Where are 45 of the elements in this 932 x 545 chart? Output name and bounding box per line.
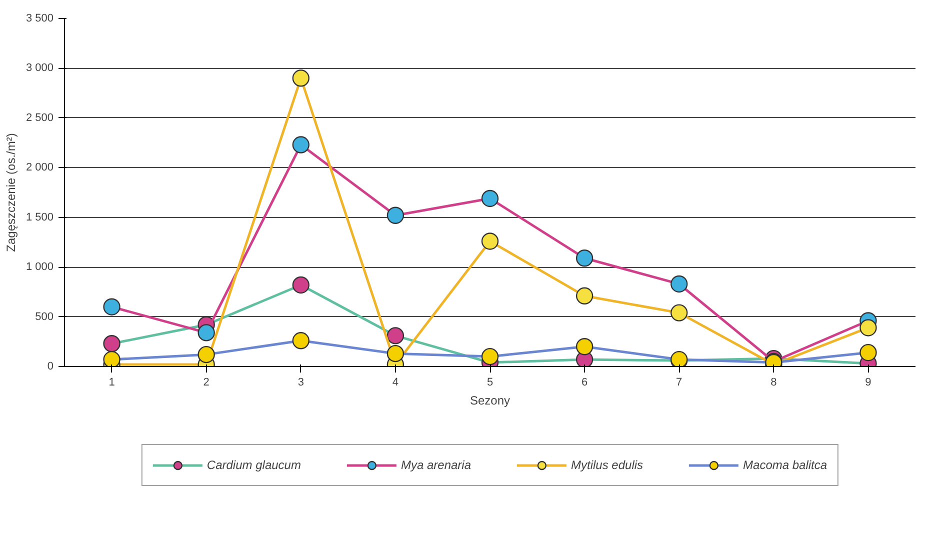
x-tick-label: 8 <box>770 376 777 388</box>
point <box>481 190 499 208</box>
y-tick-label: 1 000 <box>26 261 54 274</box>
y-axis-title: Zagęszczenie (os./m²) <box>4 133 18 252</box>
y-tick-label: 3 500 <box>26 12 54 24</box>
point <box>576 338 594 356</box>
x-tick-label: 2 <box>203 376 210 388</box>
legend-label: Cardium glaucum <box>206 458 301 472</box>
point <box>386 206 404 224</box>
point <box>481 348 499 366</box>
point <box>576 287 594 304</box>
point <box>670 304 688 322</box>
point <box>103 298 120 316</box>
y-tick-label: 0 <box>47 360 54 372</box>
legend-label: Macoma balitca <box>743 458 828 472</box>
y-tick-label: 3 000 <box>26 62 54 74</box>
point <box>481 232 499 250</box>
x-axis-title: Sezony <box>470 394 510 408</box>
point <box>576 250 594 267</box>
legend-label: Mytilus edulis <box>571 458 644 472</box>
x-tick-label: 4 <box>392 376 399 388</box>
point <box>670 275 688 293</box>
point <box>292 70 310 87</box>
x-tick-label: 7 <box>676 376 682 388</box>
point <box>292 276 310 294</box>
x-tick-label: 1 <box>108 376 115 388</box>
point <box>292 136 310 154</box>
point <box>103 350 120 366</box>
point <box>860 344 877 362</box>
y-tick-label: 500 <box>35 310 54 323</box>
x-tick-label: 6 <box>581 376 588 388</box>
x-tick-label: 9 <box>865 376 872 388</box>
point <box>103 335 120 352</box>
point <box>198 346 215 364</box>
y-tick-label: 1 500 <box>26 211 54 224</box>
point <box>198 324 215 342</box>
point <box>292 332 310 350</box>
point <box>860 319 877 336</box>
legend-label: Mya arenaria <box>400 458 471 472</box>
point <box>386 327 404 344</box>
point <box>386 344 404 362</box>
y-tick-label: 2 000 <box>26 162 54 174</box>
x-tick-label: 3 <box>298 376 304 388</box>
y-tick-label: 2 500 <box>26 112 54 124</box>
x-tick-label: 5 <box>486 376 494 388</box>
